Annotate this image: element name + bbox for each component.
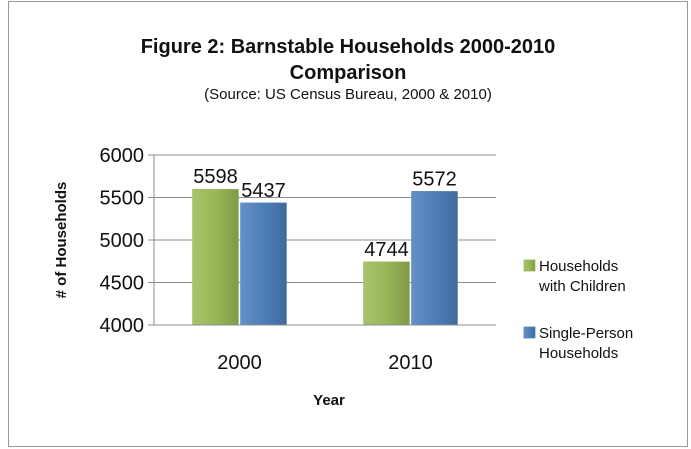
y-axis-label: # of Households (53, 182, 70, 299)
chart-subtitle: (Source: US Census Bureau, 2000 & 2010) (204, 86, 492, 103)
bars (192, 188, 458, 326)
y-tick-label-4: 6000 (100, 145, 145, 167)
y-axis: 4000 4500 5000 5500 6000 (100, 145, 155, 337)
legend-swatch-1 (523, 326, 536, 339)
bar-2010-0 (363, 261, 410, 326)
legend-swatch-0 (523, 259, 536, 272)
data-label-2000-1: 5437 (241, 180, 286, 202)
data-label-2010-1: 5572 (412, 168, 457, 190)
y-tick-label-3: 5500 (100, 188, 145, 210)
bar-2000-0 (192, 188, 239, 326)
y-tick-label-1: 4500 (100, 273, 145, 295)
x-axis: 2000 2010 (154, 324, 496, 374)
x-tick-label-1: 2010 (388, 352, 433, 374)
data-label-2000-0: 5598 (193, 166, 238, 188)
legend-label-0-1: with Children (538, 278, 626, 295)
x-tick-label-0: 2000 (217, 352, 262, 374)
bar-2010-1 (411, 191, 458, 326)
chart-title: Figure 2: Barnstable Households 2000-201… (8, 34, 688, 86)
legend-label-1-0: Single-Person (539, 325, 633, 342)
bar-2000-1 (240, 202, 287, 326)
chart-frame (8, 1, 688, 447)
legend-label-1-1: Households (539, 345, 618, 362)
data-label-2010-0: 4744 (364, 239, 409, 261)
chart-title-line2: Comparison (289, 62, 407, 84)
y-tick-label-2: 5000 (100, 230, 145, 252)
legend: Households with Children Single-Person Hous… (523, 258, 633, 362)
legend-label-0-0: Households (539, 258, 618, 275)
y-tick-label-0: 4000 (100, 315, 145, 337)
x-axis-label: Year (313, 392, 345, 409)
chart-title-line1: Figure 2: Barnstable Households 2000-201… (140, 36, 556, 58)
